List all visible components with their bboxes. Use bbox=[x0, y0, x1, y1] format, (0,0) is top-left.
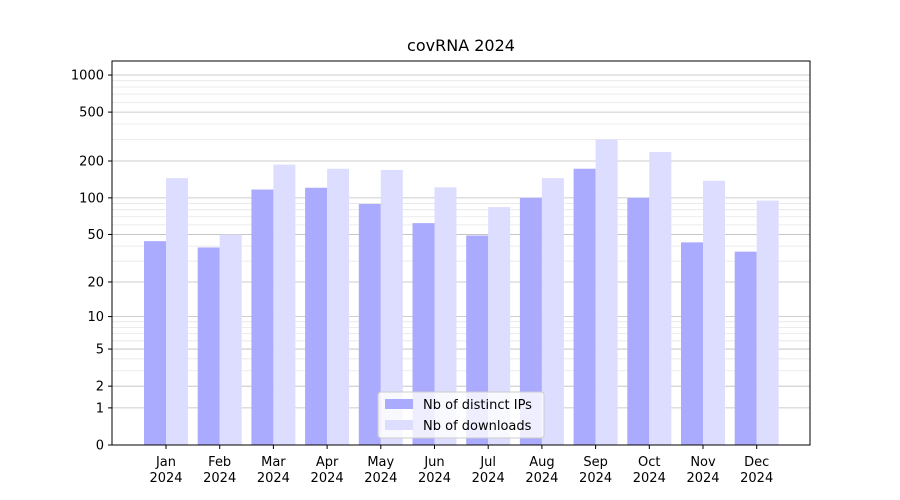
bar-distinct-ips bbox=[681, 242, 703, 445]
y-tick-label: 500 bbox=[79, 106, 104, 121]
x-tick-label-year: 2024 bbox=[418, 471, 451, 486]
x-tick-label-month: Sep bbox=[583, 455, 608, 470]
bar-distinct-ips bbox=[412, 223, 435, 445]
bar-downloads bbox=[488, 207, 511, 445]
bar-distinct-ips bbox=[197, 247, 220, 445]
x-tick-label-month: Nov bbox=[690, 455, 716, 470]
x-tick-label-month: Dec bbox=[744, 455, 769, 470]
bar-distinct-ips bbox=[305, 187, 328, 445]
x-tick-label-month: Apr bbox=[316, 455, 339, 470]
bar-downloads bbox=[380, 169, 403, 445]
x-tick-label-month: Jul bbox=[479, 455, 496, 470]
plot-frame bbox=[111, 60, 811, 446]
bar-downloads bbox=[166, 178, 188, 446]
x-tick-label-year: 2024 bbox=[311, 471, 344, 486]
x-tick-label-year: 2024 bbox=[579, 471, 612, 486]
x-tick-label-year: 2024 bbox=[364, 471, 397, 486]
bar-distinct-ips bbox=[573, 168, 596, 445]
legend-box bbox=[377, 391, 545, 439]
x-tick-label-month: May bbox=[367, 455, 394, 470]
legend-swatch bbox=[385, 420, 413, 430]
bar-downloads bbox=[219, 234, 242, 445]
bar-downloads bbox=[273, 164, 296, 445]
bar-distinct-ips bbox=[734, 251, 757, 445]
x-tick-label-year: 2024 bbox=[525, 471, 558, 486]
x-tick-label-month: Feb bbox=[208, 455, 231, 470]
y-tick-label: 100 bbox=[79, 191, 104, 206]
x-tick-label-year: 2024 bbox=[257, 471, 290, 486]
y-tick-label: 50 bbox=[87, 228, 104, 243]
bar-distinct-ips bbox=[519, 197, 542, 445]
legend-swatch bbox=[385, 399, 413, 409]
chart-title: covRNA 2024 bbox=[407, 36, 515, 55]
y-tick-label: 1000 bbox=[71, 69, 104, 84]
bar-distinct-ips bbox=[144, 241, 166, 445]
bar-downloads bbox=[756, 200, 779, 445]
x-tick-label-month: Aug bbox=[529, 455, 554, 470]
bar-downloads bbox=[703, 180, 725, 446]
bars bbox=[144, 139, 779, 446]
bar-downloads bbox=[595, 139, 618, 446]
y-axis: 0 1 2 5 10 20 50 100 200 500 1000 bbox=[71, 69, 112, 454]
bar-distinct-ips bbox=[358, 204, 381, 445]
x-tick-label-year: 2024 bbox=[203, 471, 236, 486]
y-tick-label: 5 bbox=[96, 343, 104, 358]
y-tick-label: 1 bbox=[96, 401, 104, 416]
y-tick-label: 0 bbox=[96, 439, 104, 454]
y-tick-label: 20 bbox=[87, 275, 104, 290]
bar-distinct-ips bbox=[627, 197, 650, 445]
x-tick-label-year: 2024 bbox=[149, 471, 182, 486]
bar-distinct-ips bbox=[251, 189, 274, 445]
legend-label: Nb of downloads bbox=[423, 419, 532, 434]
x-tick-label-year: 2024 bbox=[686, 471, 719, 486]
legend-label: Nb of distinct IPs bbox=[423, 398, 532, 413]
x-tick-label-year: 2024 bbox=[472, 471, 505, 486]
x-tick-label-year: 2024 bbox=[740, 471, 773, 486]
y-tick-label: 10 bbox=[87, 310, 104, 325]
bar-downloads bbox=[327, 168, 350, 445]
x-tick-label-month: Jun bbox=[423, 455, 444, 470]
x-tick-label-month: Oct bbox=[638, 455, 660, 470]
y-tick-label: 200 bbox=[79, 155, 104, 170]
x-tick-label-month: Mar bbox=[261, 455, 286, 470]
y-tick-label: 2 bbox=[96, 380, 104, 395]
x-tick-label-month: Jan bbox=[155, 455, 176, 470]
legend: Nb of distinct IPs Nb of downloads bbox=[377, 391, 545, 439]
x-tick-label-year: 2024 bbox=[633, 471, 666, 486]
x-axis: Jan2024Feb2024Mar2024Apr2024May2024Jun20… bbox=[149, 445, 773, 486]
bar-downloads bbox=[649, 151, 672, 445]
bar-downloads bbox=[434, 187, 457, 445]
bar-downloads bbox=[541, 178, 564, 446]
